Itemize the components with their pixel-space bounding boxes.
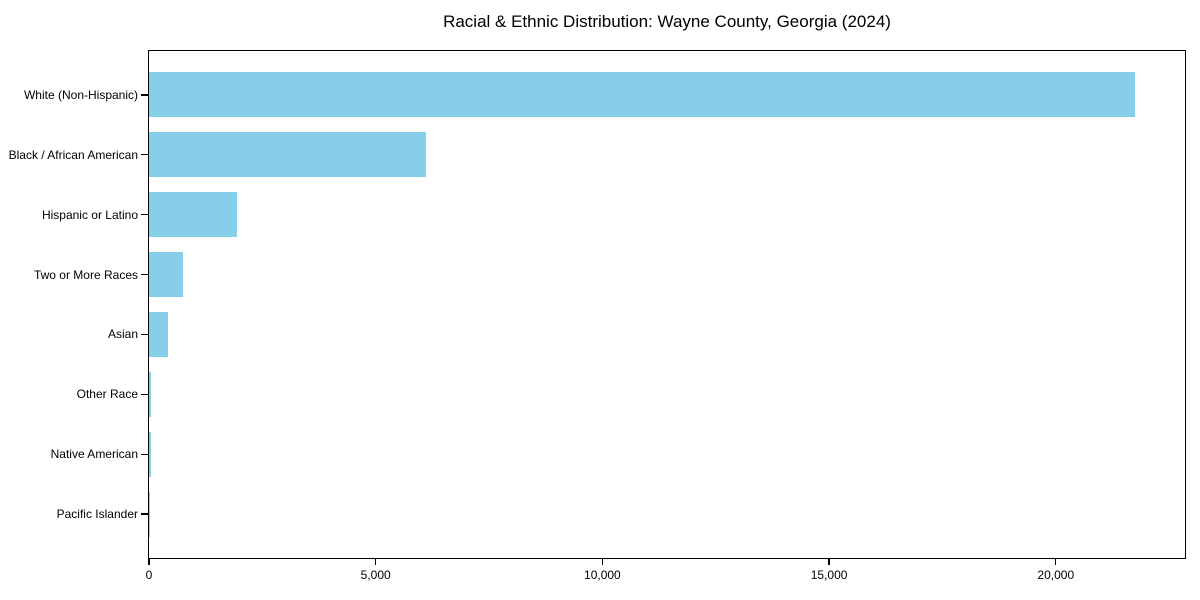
y-axis-label-black-african-american: Black / African American [8, 147, 138, 162]
bar-asian [149, 311, 168, 357]
y-tick [141, 94, 148, 96]
plot-area [148, 50, 1186, 559]
y-axis-label-asian: Asian [107, 327, 138, 342]
bar-white-non-hispanic [149, 72, 1136, 118]
y-axis-label-white-non-hispanic: White (Non-Hispanic) [23, 87, 138, 102]
y-axis-label-hispanic-or-latino: Hispanic or Latino [41, 207, 138, 222]
y-axis-label-native-american: Native American [50, 447, 138, 462]
y-tick [141, 513, 148, 515]
bar-other-race [149, 371, 152, 417]
y-axis-label-other-race: Other Race [76, 387, 138, 402]
y-tick [141, 273, 148, 276]
x-axis-tick-label: 20,000 [1037, 568, 1075, 582]
x-tick [1055, 559, 1057, 565]
x-tick [375, 559, 377, 565]
y-axis-label-two-or-more-races: Two or More Races [33, 267, 138, 282]
x-tick [148, 559, 150, 565]
y-tick [141, 333, 148, 336]
y-axis-label-pacific-islander: Pacific Islander [56, 507, 138, 522]
bar-native-american [149, 431, 151, 477]
x-axis-tick-label: 10,000 [584, 568, 621, 582]
x-tick [601, 559, 604, 565]
y-tick [141, 393, 148, 395]
x-axis-tick-label: 0 [145, 568, 153, 582]
bar-black-african-american [149, 132, 426, 178]
chart-title: Racial & Ethnic Distribution: Wayne Coun… [443, 12, 891, 31]
y-tick [141, 154, 148, 156]
x-tick [828, 559, 830, 565]
x-axis-tick-label: 5,000 [360, 568, 391, 582]
bar-hispanic-or-latino [149, 192, 238, 238]
bar-pacific-islander [149, 491, 150, 537]
x-axis-tick-label: 15,000 [810, 568, 848, 582]
y-tick [141, 214, 148, 216]
y-tick [141, 453, 148, 455]
bar-two-or-more-races [149, 252, 184, 298]
